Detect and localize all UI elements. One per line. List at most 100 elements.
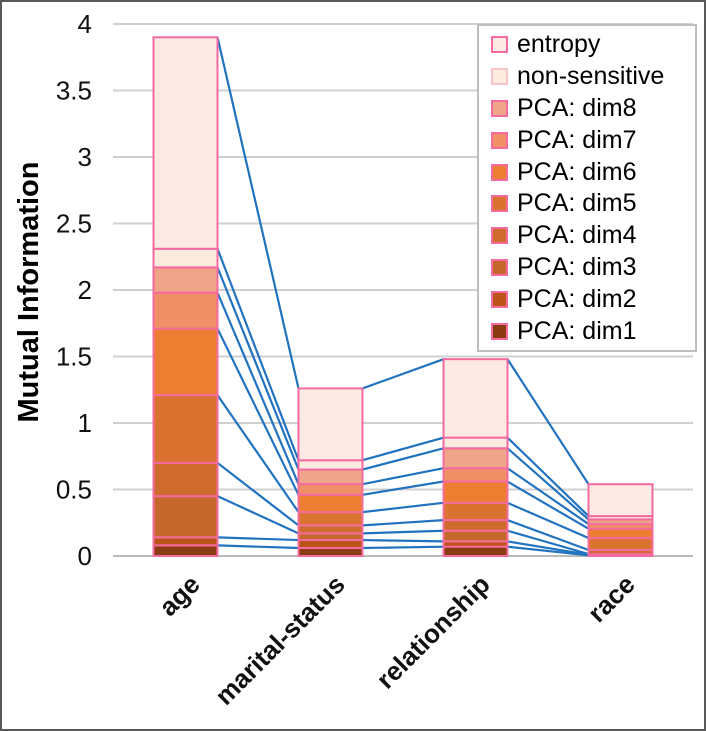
y-tick-label: 3.5 bbox=[56, 76, 92, 106]
bar-segment bbox=[152, 461, 219, 498]
connector-line bbox=[216, 292, 300, 485]
bar-segment bbox=[152, 266, 219, 294]
bar-segment bbox=[152, 327, 219, 397]
connector-line bbox=[507, 540, 589, 556]
bar-segment bbox=[442, 436, 509, 450]
legend-swatch bbox=[491, 36, 508, 54]
connector-line bbox=[217, 544, 299, 550]
bar-segment bbox=[152, 544, 219, 557]
connector-line bbox=[362, 518, 444, 527]
connector-line bbox=[362, 545, 444, 550]
bar-segment bbox=[297, 468, 364, 486]
legend-swatch bbox=[491, 322, 508, 340]
connector-line bbox=[216, 37, 300, 389]
legend-label: non-sensitive bbox=[517, 62, 665, 91]
y-tick-label: 0 bbox=[78, 541, 92, 571]
legend-item: PCA: dim3 bbox=[491, 252, 695, 281]
bar-segment bbox=[297, 547, 364, 558]
legend-label: PCA: dim5 bbox=[517, 189, 637, 218]
bar-segment bbox=[297, 524, 364, 535]
y-tick-label: 4 bbox=[78, 9, 92, 39]
legend-label: PCA: dim6 bbox=[517, 157, 637, 186]
connector-line bbox=[506, 436, 590, 517]
y-tick-label: 2.5 bbox=[56, 209, 92, 239]
bar-segment bbox=[152, 36, 219, 250]
bar-segment bbox=[442, 501, 509, 522]
connector-line bbox=[507, 501, 589, 540]
legend-swatch bbox=[491, 163, 508, 181]
category-label: relationship bbox=[370, 569, 495, 694]
bar-segment bbox=[297, 511, 364, 527]
legend-swatch bbox=[491, 258, 508, 276]
bar-segment bbox=[297, 539, 364, 550]
connector-line bbox=[507, 545, 589, 557]
legend-item: PCA: dim1 bbox=[491, 318, 695, 344]
connector-line bbox=[216, 462, 300, 527]
bar-segment bbox=[587, 527, 654, 540]
bar-segment bbox=[442, 529, 509, 543]
bar-segment bbox=[442, 467, 509, 483]
legend: entropy non-sensitive PCA: dim8 PCA: dim7 PC… bbox=[477, 24, 697, 352]
bar-layer bbox=[152, 36, 654, 558]
connector-line bbox=[362, 538, 444, 543]
connector-line bbox=[216, 394, 300, 513]
connector-line bbox=[362, 436, 444, 462]
connector-line-layer bbox=[216, 37, 590, 557]
connector-line bbox=[506, 447, 590, 521]
connector-line bbox=[362, 480, 444, 496]
bar-segment bbox=[152, 495, 219, 539]
y-tick-label: 1.5 bbox=[56, 342, 92, 372]
legend-label: PCA: dim4 bbox=[517, 221, 637, 250]
bar-segment bbox=[442, 480, 509, 504]
bar-segment bbox=[297, 493, 364, 514]
legend-item: PCA: dim2 bbox=[491, 284, 695, 313]
legend-label: PCA: dim2 bbox=[517, 284, 637, 313]
bar-segment bbox=[297, 459, 364, 471]
legend-swatch bbox=[491, 68, 508, 86]
connector-line bbox=[216, 248, 300, 461]
y-tick-label: 3 bbox=[78, 142, 92, 172]
connector-line bbox=[506, 480, 590, 530]
connector-line bbox=[362, 467, 444, 486]
bar-segment bbox=[297, 483, 364, 496]
category-label: age bbox=[153, 569, 206, 622]
legend-label: entropy bbox=[517, 30, 601, 59]
legend-item: PCA: dim8 bbox=[491, 93, 695, 122]
bar-segment bbox=[152, 291, 219, 330]
legend-item: entropy bbox=[491, 32, 695, 57]
connector-line bbox=[362, 358, 444, 390]
connector-line bbox=[217, 536, 299, 542]
bar-segment bbox=[297, 387, 364, 462]
legend-swatch bbox=[491, 290, 508, 308]
connector-line bbox=[507, 529, 589, 556]
connector-line bbox=[216, 266, 300, 470]
connector-line bbox=[217, 495, 299, 535]
bar-segment bbox=[587, 483, 654, 518]
bar-segment bbox=[442, 358, 509, 439]
bar-segment bbox=[152, 247, 219, 269]
bar-segment bbox=[442, 519, 509, 532]
legend-swatch bbox=[491, 195, 508, 213]
bar-segment bbox=[442, 545, 509, 558]
legend-item: PCA: dim5 bbox=[491, 191, 695, 216]
category-label: race bbox=[582, 569, 641, 628]
legend-item: PCA: dim6 bbox=[491, 157, 695, 186]
bar-segment bbox=[587, 537, 654, 552]
bar-segment bbox=[152, 536, 219, 547]
legend-label: PCA: dim3 bbox=[517, 252, 637, 281]
legend-item: PCA: dim4 bbox=[491, 223, 695, 248]
legend-swatch bbox=[491, 99, 508, 117]
legend-label: PCA: dim8 bbox=[517, 93, 637, 122]
legend-swatch bbox=[491, 227, 508, 245]
y-tick-label: 0.5 bbox=[56, 475, 92, 505]
bar-segment bbox=[152, 394, 219, 464]
y-tick-label: 1 bbox=[78, 408, 92, 438]
category-label: marital-status bbox=[209, 569, 351, 711]
connector-line bbox=[362, 529, 444, 535]
connector-line bbox=[216, 328, 300, 496]
connector-line bbox=[362, 447, 444, 471]
legend-swatch bbox=[491, 131, 508, 149]
connector-line bbox=[506, 467, 590, 525]
y-tick-label: 2 bbox=[78, 275, 92, 305]
